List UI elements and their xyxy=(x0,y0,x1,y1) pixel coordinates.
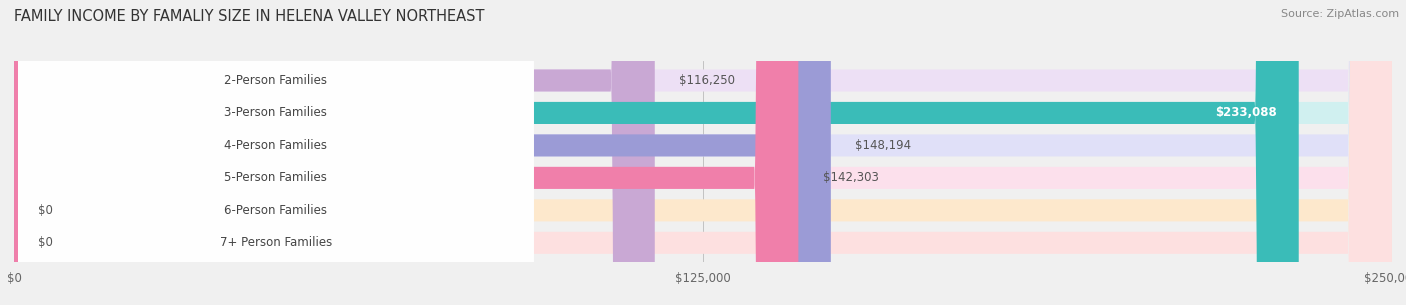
Text: 6-Person Families: 6-Person Families xyxy=(225,204,328,217)
FancyBboxPatch shape xyxy=(14,0,831,305)
Text: 7+ Person Families: 7+ Person Families xyxy=(219,236,332,249)
Text: $142,303: $142,303 xyxy=(823,171,879,185)
Text: 4-Person Families: 4-Person Families xyxy=(225,139,328,152)
Text: 5-Person Families: 5-Person Families xyxy=(225,171,328,185)
Text: $233,088: $233,088 xyxy=(1215,106,1277,120)
Text: FAMILY INCOME BY FAMALIY SIZE IN HELENA VALLEY NORTHEAST: FAMILY INCOME BY FAMALIY SIZE IN HELENA … xyxy=(14,9,485,24)
FancyBboxPatch shape xyxy=(18,0,533,305)
FancyBboxPatch shape xyxy=(14,0,1392,305)
FancyBboxPatch shape xyxy=(14,0,1392,305)
FancyBboxPatch shape xyxy=(14,0,799,305)
Text: $0: $0 xyxy=(38,204,53,217)
FancyBboxPatch shape xyxy=(18,0,533,305)
FancyBboxPatch shape xyxy=(14,0,1392,305)
Text: 3-Person Families: 3-Person Families xyxy=(225,106,328,120)
FancyBboxPatch shape xyxy=(18,0,533,305)
FancyBboxPatch shape xyxy=(14,0,1392,305)
Text: Source: ZipAtlas.com: Source: ZipAtlas.com xyxy=(1281,9,1399,19)
FancyBboxPatch shape xyxy=(14,0,1392,305)
FancyBboxPatch shape xyxy=(14,0,655,305)
FancyBboxPatch shape xyxy=(18,0,533,305)
FancyBboxPatch shape xyxy=(18,0,533,305)
FancyBboxPatch shape xyxy=(14,0,1299,305)
FancyBboxPatch shape xyxy=(14,0,1392,305)
Text: $116,250: $116,250 xyxy=(679,74,735,87)
Text: 2-Person Families: 2-Person Families xyxy=(225,74,328,87)
Text: $148,194: $148,194 xyxy=(855,139,911,152)
FancyBboxPatch shape xyxy=(18,0,533,305)
Text: $0: $0 xyxy=(38,236,53,249)
